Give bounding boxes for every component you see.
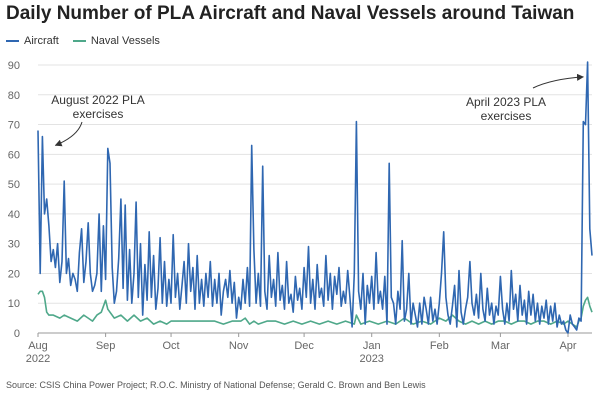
source-note: Source: CSIS China Power Project; R.O.C.… (6, 380, 426, 390)
naval-vessels-line (37, 290, 593, 328)
annotation-text: April 2023 PLA exercises (466, 95, 546, 123)
aircraft-line (37, 61, 593, 334)
y-axis: 0 10 20 30 40 50 60 70 80 90 (8, 60, 20, 340)
y-tick-label: 10 (8, 298, 20, 310)
legend-item-naval-vessels: Naval Vessels (72, 35, 160, 47)
y-tick-label: 70 (8, 120, 20, 132)
legend-item-aircraft: Aircraft (6, 35, 59, 47)
series-layer (37, 61, 593, 334)
annotation-line: April 2023 PLA (466, 95, 546, 109)
x-tick-label: Feb (430, 340, 449, 352)
x-tick-label: Apr (559, 340, 576, 352)
legend-swatch-naval-vessels (72, 40, 86, 42)
y-tick-label: 50 (8, 179, 20, 191)
y-tick-label: 30 (8, 239, 20, 251)
x-tick-year-label: 2022 (26, 353, 50, 365)
x-tick-label: Nov (229, 340, 249, 352)
chart-title: Daily Number of PLA Aircraft and Naval V… (6, 3, 575, 24)
annotation-arrow (54, 121, 83, 147)
x-tick-label: Dec (294, 340, 314, 352)
chart-legend: Aircraft Naval Vessels (6, 35, 174, 47)
annotation-line: exercises (73, 107, 124, 121)
x-tick-label: Jan (363, 340, 381, 352)
y-tick-label: 60 (8, 149, 20, 161)
x-tick-label: Sep (96, 340, 116, 352)
annotation-line: exercises (481, 109, 532, 123)
legend-swatch-aircraft (6, 40, 19, 42)
annotation-line: August 2022 PLA (51, 93, 144, 107)
y-tick-label: 80 (8, 90, 20, 102)
y-tick-label: 20 (8, 268, 20, 280)
annotation-arrow (532, 73, 584, 89)
x-tick-label: Oct (162, 340, 179, 352)
annotation-text: August 2022 PLA exercises (51, 93, 144, 121)
x-tick-label: Mar (491, 340, 510, 352)
x-tick-label: Aug (28, 340, 48, 352)
grid-layer (38, 64, 592, 334)
legend-label-naval-vessels: Naval Vessels (90, 35, 160, 47)
y-tick-label: 40 (8, 209, 20, 221)
legend-label-aircraft: Aircraft (24, 35, 59, 47)
y-tick-label: 90 (8, 60, 20, 72)
x-tick-year-label: 2023 (359, 353, 383, 365)
y-tick-label: 0 (14, 328, 20, 340)
